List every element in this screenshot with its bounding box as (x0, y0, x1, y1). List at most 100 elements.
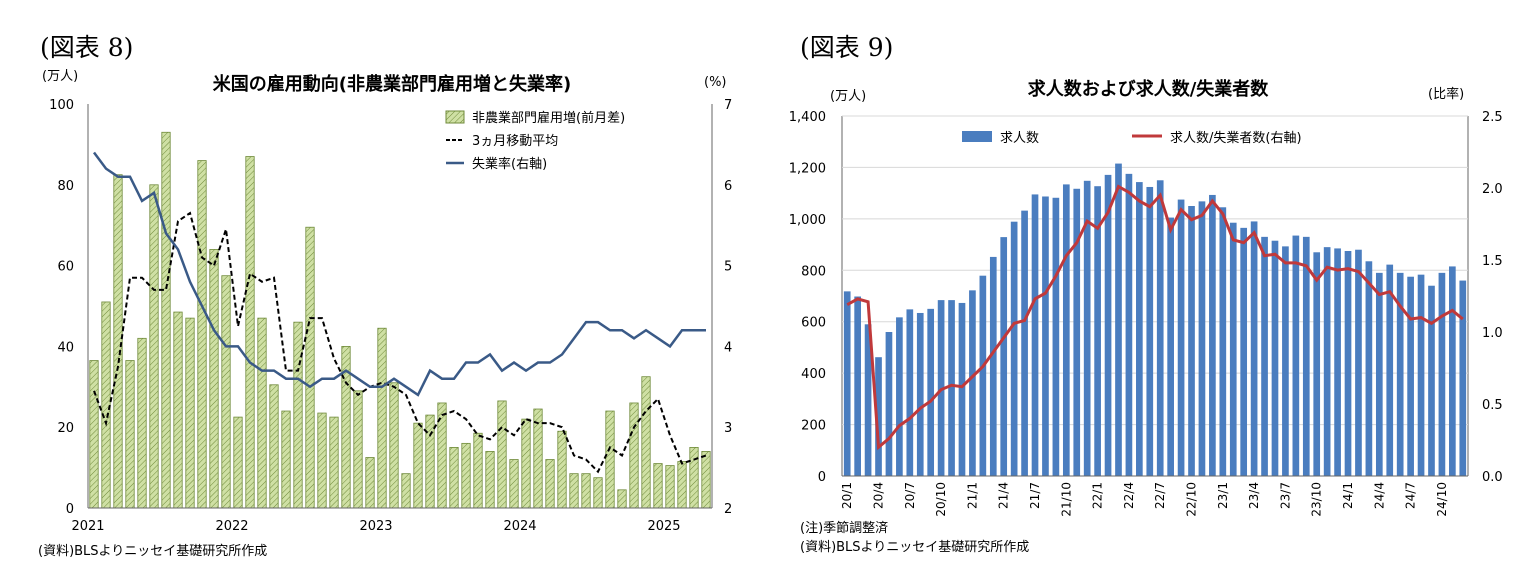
x-tick-label: 20/7 (903, 482, 917, 509)
bar (1407, 276, 1414, 476)
bar (401, 473, 411, 509)
right-axis-unit: (%) (704, 75, 727, 90)
bar (1229, 222, 1237, 476)
bar (629, 402, 639, 509)
x-tick-label: 20/1 (840, 482, 854, 509)
bar (521, 418, 531, 509)
x-tick-label: 24/1 (1341, 482, 1355, 509)
x-tick-label: 20/4 (872, 482, 886, 509)
x-tick-label: 2025 (647, 519, 680, 534)
bar (1386, 264, 1394, 476)
y2-tick-label: 5 (724, 260, 732, 275)
bar (1282, 246, 1289, 476)
bar (1031, 194, 1039, 476)
y-tick-label: 80 (57, 179, 74, 194)
bar (245, 156, 255, 509)
left-axis-unit: (万人) (42, 69, 78, 84)
bar (948, 300, 955, 476)
chart-title: 求人数および求人数/失業者数 (1028, 78, 1270, 100)
employment-chart: 米国の雇用動向(非農業部門雇用増と失業率) (万人) (%) 0 20 40 60 80 100… (42, 69, 732, 534)
bar (593, 477, 603, 509)
bar (1188, 206, 1195, 476)
job-openings-chart: 求人数および求人数/失業者数 (万人) (比率) 0 200 400 600 800 1,000… (789, 78, 1503, 517)
bar (1136, 182, 1143, 477)
y-tick-label: 400 (801, 367, 826, 382)
bar (1125, 173, 1133, 476)
y-tick-label: 200 (801, 419, 826, 434)
source-note-left: (資料)BLSよりニッセイ基礎研究所作成 (38, 544, 268, 559)
y-tick-label: 60 (57, 260, 74, 275)
legend-swatch-bar (445, 110, 465, 124)
bar (1334, 248, 1341, 476)
bar (1115, 163, 1122, 477)
y-tick-label: 100 (49, 98, 74, 113)
footnote-right: (注)季節調整済 (800, 521, 889, 536)
bar (1344, 251, 1352, 476)
bar (689, 446, 699, 509)
x-tick-label: 24/10 (1435, 482, 1449, 517)
bar (979, 275, 987, 476)
y-tick-label: 1,000 (789, 213, 826, 228)
y2-tick-label: 2.5 (1482, 110, 1503, 125)
x-tick-label: 23/1 (1216, 482, 1230, 509)
bar (137, 337, 147, 509)
legend-label: 求人数/失業者数(右軸) (1170, 130, 1302, 146)
bar (1292, 235, 1300, 476)
y-tick-label: 1,400 (789, 110, 826, 125)
bar (885, 332, 893, 476)
x-tick-label: 22/7 (1153, 482, 1167, 509)
y-tick-label: 800 (801, 264, 826, 279)
bar (581, 473, 591, 509)
bar (113, 174, 123, 509)
bar (377, 327, 387, 509)
y2-tick-label: 1.5 (1482, 254, 1503, 269)
x-tick-label: 20/10 (934, 482, 948, 517)
x-tick-label: 24/4 (1372, 482, 1386, 509)
right-axis-unit: (比率) (1428, 86, 1464, 102)
bar (389, 382, 399, 509)
x-tick-label: 21/4 (997, 482, 1011, 509)
x-tick-label: 22/1 (1091, 482, 1105, 509)
x-tick-label: 23/7 (1278, 482, 1292, 509)
bar (969, 290, 976, 476)
bar (293, 321, 303, 509)
bar (365, 457, 375, 509)
y-tick-label: 600 (801, 316, 826, 331)
bar (461, 442, 471, 509)
bar (473, 432, 483, 509)
bar (413, 422, 423, 509)
y2-tick-label: 6 (724, 179, 732, 194)
legend-label: 3ヵ月移動平均 (472, 134, 558, 149)
bar (1052, 197, 1060, 476)
legend-swatch-bar (962, 131, 992, 142)
bar (1104, 174, 1112, 476)
y-tick-label: 1,200 (789, 161, 826, 176)
bar (1396, 272, 1404, 476)
x-tick-label: 21/10 (1059, 482, 1073, 517)
bar (617, 489, 627, 509)
y2-tick-label: 0.0 (1482, 470, 1503, 485)
x-tick-label: 21/7 (1028, 482, 1042, 509)
bar (1167, 217, 1174, 477)
bar (701, 451, 711, 509)
bar (665, 465, 675, 509)
bar (1219, 207, 1227, 477)
figure-label-left: (図表 8) (40, 33, 134, 62)
bar (1083, 180, 1091, 477)
ratio-line (846, 184, 1464, 451)
x-tick-label: 24/7 (1404, 482, 1418, 509)
bar (1198, 201, 1206, 476)
bar (149, 184, 159, 509)
y-tick-label: 0 (818, 470, 826, 485)
bar (653, 463, 663, 509)
bar (1365, 261, 1373, 476)
bar (89, 360, 99, 509)
figure-label-right: (図表 9) (800, 33, 894, 62)
y2-tick-label: 3 (724, 421, 732, 436)
x-tick-label: 23/10 (1310, 482, 1324, 517)
y2-tick-label: 1.0 (1482, 326, 1503, 341)
y-tick-label: 20 (57, 421, 74, 436)
bar (545, 459, 555, 509)
bar (1417, 274, 1425, 476)
bar (605, 410, 615, 509)
